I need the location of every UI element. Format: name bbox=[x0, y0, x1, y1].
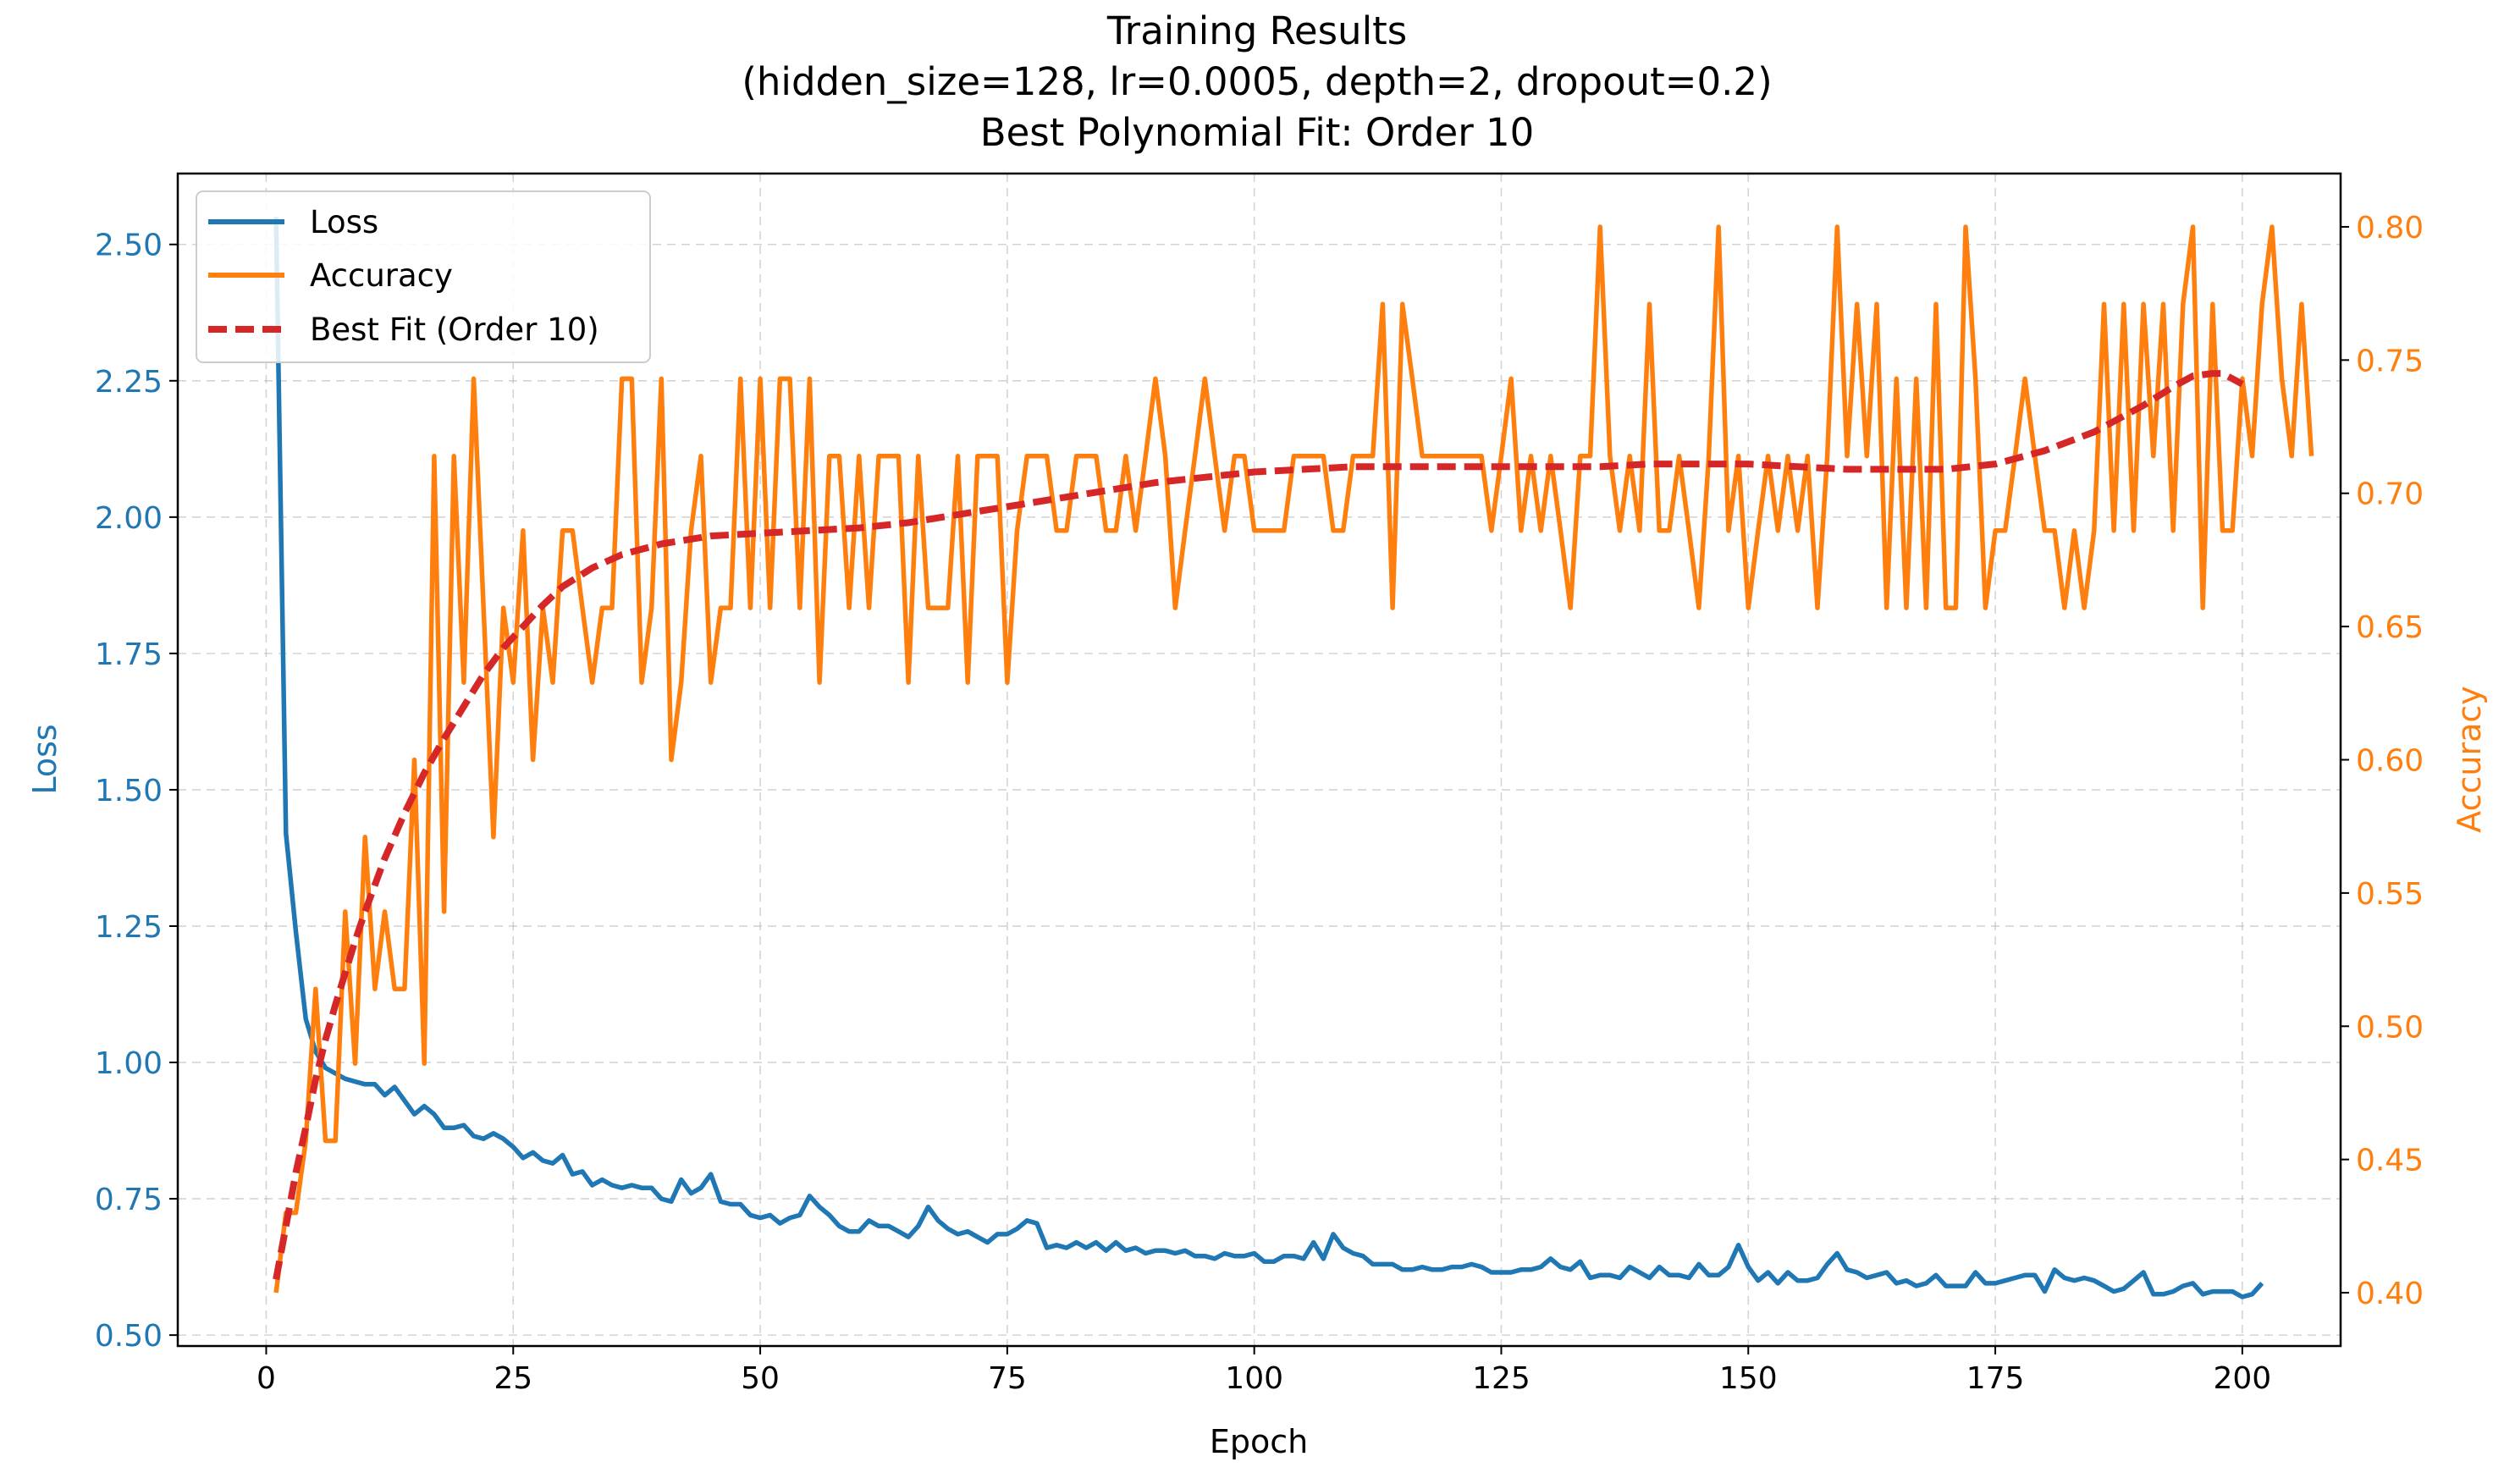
plot-series bbox=[273, 217, 2314, 1299]
x-tick-label: 0 bbox=[256, 1361, 276, 1396]
x-tick-label: 100 bbox=[1225, 1361, 1283, 1396]
y-right-tick-label: 0.55 bbox=[2356, 877, 2424, 912]
legend-label-loss: Loss bbox=[310, 204, 378, 240]
y-right-tick-label: 0.65 bbox=[2356, 610, 2424, 645]
y-right-tick-label: 0.75 bbox=[2356, 344, 2424, 378]
chart-title-line-1: Training Results bbox=[1106, 8, 1407, 53]
best-fit-line bbox=[273, 370, 2244, 1281]
y-axis-right-label: Accuracy bbox=[2451, 686, 2488, 833]
x-tick-label: 25 bbox=[494, 1361, 532, 1396]
x-tick-label: 200 bbox=[2214, 1361, 2272, 1396]
x-tick-label: 75 bbox=[988, 1361, 1027, 1396]
legend: Loss Accuracy Best Fit (Order 10) bbox=[196, 190, 651, 363]
y-right-tick-label: 0.40 bbox=[2356, 1277, 2424, 1311]
loss-line bbox=[273, 217, 2264, 1299]
y-left-tick-label: 1.25 bbox=[95, 910, 163, 945]
x-tick-label: 125 bbox=[1472, 1361, 1531, 1396]
y-left-tick-label: 0.75 bbox=[95, 1183, 163, 1217]
x-tick-label: 50 bbox=[741, 1361, 780, 1396]
y-right-tick-label: 0.45 bbox=[2356, 1144, 2424, 1178]
y-left-tick-label: 2.25 bbox=[95, 365, 163, 400]
legend-label-best-fit: Best Fit (Order 10) bbox=[310, 312, 599, 348]
y-left-tick-label: 0.50 bbox=[95, 1319, 163, 1354]
accuracy-line bbox=[273, 224, 2314, 1294]
y-right-tick-label: 0.80 bbox=[2356, 211, 2424, 245]
y-right-tick-label: 0.50 bbox=[2356, 1010, 2424, 1045]
y-left-tick-label: 2.50 bbox=[95, 229, 163, 263]
legend-box bbox=[196, 190, 651, 363]
y-right-tick-label: 0.60 bbox=[2356, 744, 2424, 779]
y-left-tick-label: 2.00 bbox=[95, 501, 163, 536]
x-axis-label: Epoch bbox=[1210, 1423, 1308, 1460]
chart-title-line-2: (hidden_size=128, lr=0.0005, depth=2, dr… bbox=[742, 59, 1772, 104]
y-left-tick-label: 1.50 bbox=[95, 774, 163, 808]
y-left-tick-label: 1.00 bbox=[95, 1046, 163, 1081]
x-tick-label: 175 bbox=[1966, 1361, 2025, 1396]
y-axis-left-label: Loss bbox=[26, 724, 63, 794]
legend-label-accuracy: Accuracy bbox=[310, 257, 453, 294]
axes: 0 25 50 75 100 125 150 175 200 0.50 0.75 1.00 1.25 1.… bbox=[95, 211, 2424, 1396]
y-right-tick-label: 0.70 bbox=[2356, 477, 2424, 512]
chart-title-line-3: Best Polynomial Fit: Order 10 bbox=[980, 110, 1535, 155]
y-left-tick-label: 1.75 bbox=[95, 637, 163, 672]
x-tick-label: 150 bbox=[1719, 1361, 1778, 1396]
